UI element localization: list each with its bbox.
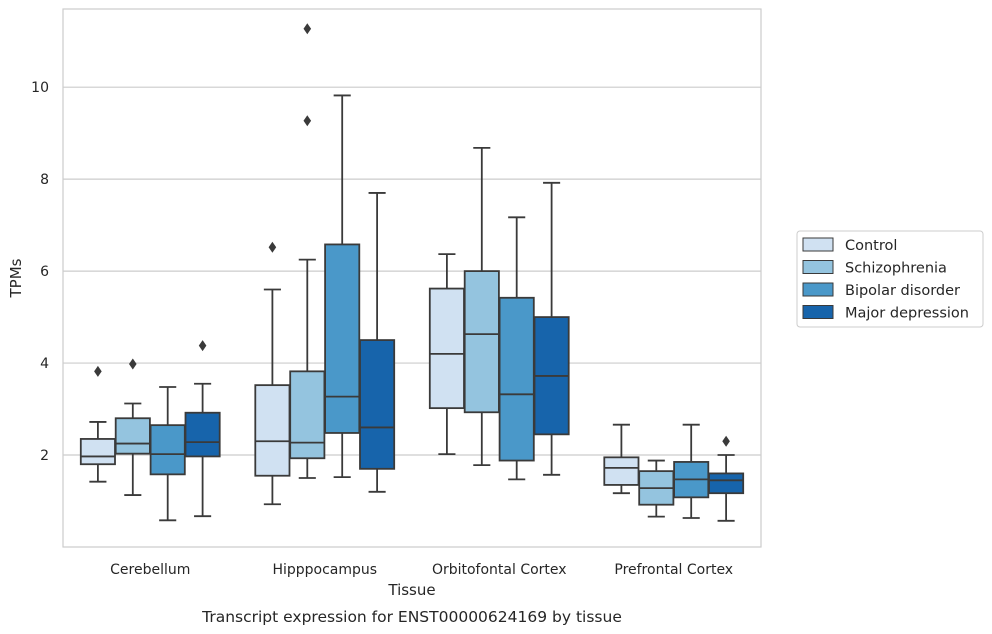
box-iqr	[463, 270, 500, 414]
outlier-marker	[268, 241, 277, 253]
outlier-marker	[129, 358, 137, 370]
x-tick-label: Prefrontal Cortex	[614, 562, 733, 578]
box-iqr	[114, 417, 151, 455]
legend-swatch	[802, 282, 834, 297]
box	[79, 365, 116, 483]
outlier-marker	[198, 340, 207, 352]
legend: Control Schizophrenia Bipolar disorder Majo…	[796, 230, 984, 328]
series-bipolar-disorder	[149, 94, 710, 522]
box-iqr	[149, 424, 186, 476]
box	[114, 358, 151, 496]
box-iqr	[708, 472, 745, 495]
y-tick-label: 4	[40, 356, 49, 372]
box-series	[79, 23, 745, 522]
box	[149, 386, 186, 522]
y-tick-labels: 2 4 6 8 10	[31, 80, 49, 464]
x-tick-label: Cerebellum	[110, 562, 190, 578]
box	[498, 216, 535, 481]
x-axis-label: Tissue	[387, 581, 435, 599]
x-tick-label: Hipppocampus	[272, 562, 377, 578]
box-iqr	[359, 339, 396, 470]
x-tick-label: Orbitofontal Cortex	[432, 562, 567, 578]
legend-label: Bipolar disorder	[845, 283, 960, 299]
y-tick-label: 10	[31, 80, 49, 96]
box	[359, 192, 396, 493]
legend-swatch	[802, 260, 834, 274]
legend-label: Schizophrenia	[845, 261, 947, 277]
legend-swatch	[802, 305, 834, 319]
legend-frame	[796, 230, 984, 328]
box-iqr	[254, 384, 291, 477]
series-schizophrenia	[114, 23, 675, 518]
outlier-marker	[722, 435, 730, 447]
y-tick-label: 6	[40, 264, 49, 280]
chart-caption: Transcript expression for ENST0000062416…	[201, 608, 622, 626]
box-iqr	[324, 243, 361, 434]
series-major-depression	[184, 181, 745, 522]
y-tick-label: 2	[40, 448, 49, 464]
box-iqr	[428, 287, 465, 410]
box	[324, 94, 361, 479]
box	[533, 181, 570, 476]
legend-label: Control	[845, 238, 897, 254]
outlier-marker	[94, 365, 102, 377]
box	[184, 340, 221, 518]
box-iqr	[498, 296, 535, 462]
legend-label: Major depression	[845, 306, 969, 322]
y-axis-label: TPMs	[7, 258, 25, 298]
gridlines	[63, 86, 761, 456]
box	[463, 146, 500, 467]
box	[708, 435, 745, 522]
x-tick-labels: Cerebellum Hipppocampus Orbitofontal Corte…	[110, 562, 733, 578]
outlier-marker	[303, 23, 312, 35]
y-tick-label: 8	[40, 172, 49, 188]
box-iqr	[603, 456, 640, 486]
box	[289, 23, 326, 479]
series-control	[79, 241, 640, 506]
box	[638, 459, 675, 518]
plot-frame	[62, 8, 762, 548]
box	[428, 253, 465, 456]
legend-swatch	[802, 237, 834, 252]
box	[673, 423, 710, 519]
box-iqr	[79, 438, 116, 466]
box-iqr	[289, 370, 326, 460]
box-iqr	[184, 411, 221, 458]
box	[603, 423, 640, 495]
outlier-marker	[303, 115, 312, 127]
box	[254, 241, 291, 506]
